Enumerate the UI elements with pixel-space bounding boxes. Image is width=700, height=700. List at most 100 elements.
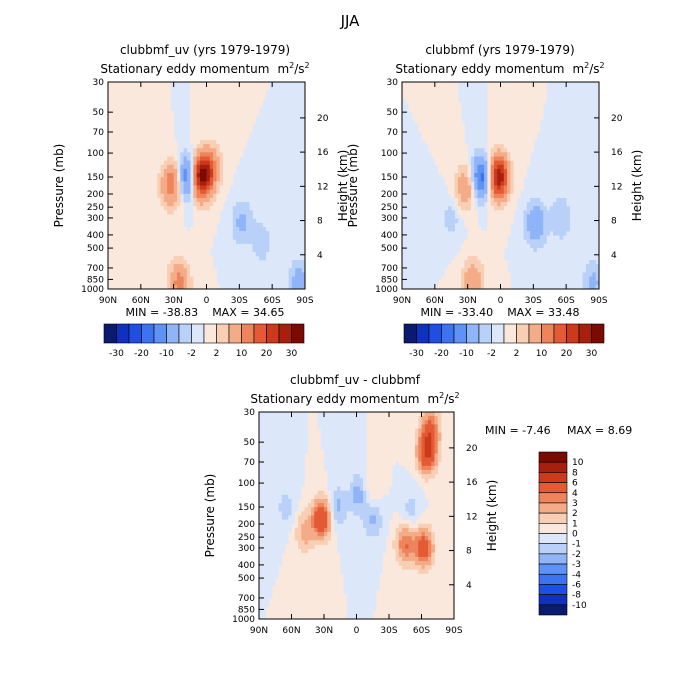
field-cell <box>199 160 204 166</box>
field-cell <box>340 532 344 537</box>
field-cell <box>268 416 273 421</box>
field-cell <box>137 280 142 286</box>
field-cell <box>275 424 279 429</box>
field-cell <box>180 218 184 224</box>
field-cell <box>500 86 505 91</box>
field-cell <box>137 260 142 265</box>
field-cell <box>398 540 403 545</box>
field-cell <box>196 222 201 228</box>
field-cell <box>363 498 367 504</box>
field-cell <box>510 168 515 174</box>
field-cell <box>428 144 432 149</box>
field-cell <box>180 185 184 191</box>
field-cell <box>199 115 204 120</box>
field-cell <box>464 160 469 166</box>
field-cell <box>447 168 452 174</box>
field-cell <box>262 515 266 521</box>
field-cell <box>369 540 374 545</box>
field-cell <box>199 214 204 220</box>
field-cell <box>543 218 547 224</box>
field-cell <box>451 173 455 178</box>
field-cell <box>434 461 439 467</box>
field-cell <box>359 536 364 541</box>
field-cell <box>444 86 449 91</box>
field-cell <box>285 490 289 496</box>
field-cell <box>272 412 276 417</box>
field-cell <box>259 548 263 554</box>
field-cell <box>262 428 266 434</box>
panel-bottom: clubbmf_uv - clubbmf Stationary eddy mom… <box>203 373 632 636</box>
field-cell <box>137 222 142 228</box>
field-cell <box>474 160 478 166</box>
field-cell <box>543 82 547 87</box>
field-cell <box>275 556 279 562</box>
field-cell <box>117 210 122 215</box>
field-cell <box>117 98 122 104</box>
figure-title: JJA <box>340 12 361 30</box>
field-cell <box>411 98 416 104</box>
field-cell <box>317 536 322 541</box>
field-cell <box>236 106 240 112</box>
field-cell <box>137 181 142 186</box>
field-cell <box>219 197 224 203</box>
field-cell <box>294 412 299 417</box>
field-cell <box>117 235 122 240</box>
field-cell <box>265 561 270 566</box>
field-cell <box>160 206 165 211</box>
field-cell <box>167 139 171 145</box>
field-cell <box>421 135 426 141</box>
field-cell <box>245 115 250 120</box>
field-cell <box>556 214 560 220</box>
field-cell <box>585 280 590 286</box>
field-cell <box>500 185 505 191</box>
field-cell <box>507 152 511 157</box>
field-cell <box>490 115 495 120</box>
field-cell <box>226 127 230 133</box>
field-cell <box>127 131 132 137</box>
field-cell <box>206 239 211 244</box>
field-cell <box>520 106 524 112</box>
field-cell <box>160 231 165 236</box>
field-cell <box>180 214 184 220</box>
panel2-colorbar: -30 -20 -10 -2 2 10 20 30 <box>403 323 605 359</box>
field-cell <box>369 581 374 587</box>
field-cell <box>431 544 435 550</box>
field-cell <box>431 82 436 87</box>
field-cell <box>392 465 396 471</box>
field-cell <box>167 243 171 248</box>
field-cell <box>431 424 435 429</box>
field-cell <box>464 181 469 186</box>
field-cell <box>196 115 201 120</box>
field-cell <box>484 284 488 290</box>
field-cell <box>497 148 501 153</box>
field-cell <box>281 527 286 533</box>
field-cell <box>170 218 175 224</box>
field-cell <box>437 457 442 463</box>
field-cell <box>216 164 221 170</box>
field-cell <box>490 210 495 215</box>
field-cell <box>503 131 508 137</box>
field-cell <box>516 185 521 191</box>
field-cell <box>199 139 204 145</box>
field-cell <box>356 573 361 578</box>
field-cell <box>265 465 270 471</box>
field-cell <box>196 86 201 91</box>
field-cell <box>533 202 538 207</box>
field-cell <box>428 119 432 124</box>
colorbar-swatch <box>191 323 205 344</box>
x-tick-label: 0 <box>498 296 504 306</box>
y-tick-label: 50 <box>93 108 105 118</box>
field-cell <box>327 536 331 541</box>
field-cell <box>428 532 432 537</box>
field-cell <box>127 82 132 87</box>
field-cell <box>411 82 416 87</box>
field-cell <box>369 532 374 537</box>
field-cell <box>503 164 508 170</box>
field-cell <box>127 284 132 290</box>
field-cell <box>418 507 422 512</box>
field-cell <box>170 247 175 253</box>
field-cell <box>127 222 132 228</box>
field-cell <box>379 532 383 537</box>
field-cell <box>239 131 244 137</box>
field-cell <box>543 98 547 104</box>
